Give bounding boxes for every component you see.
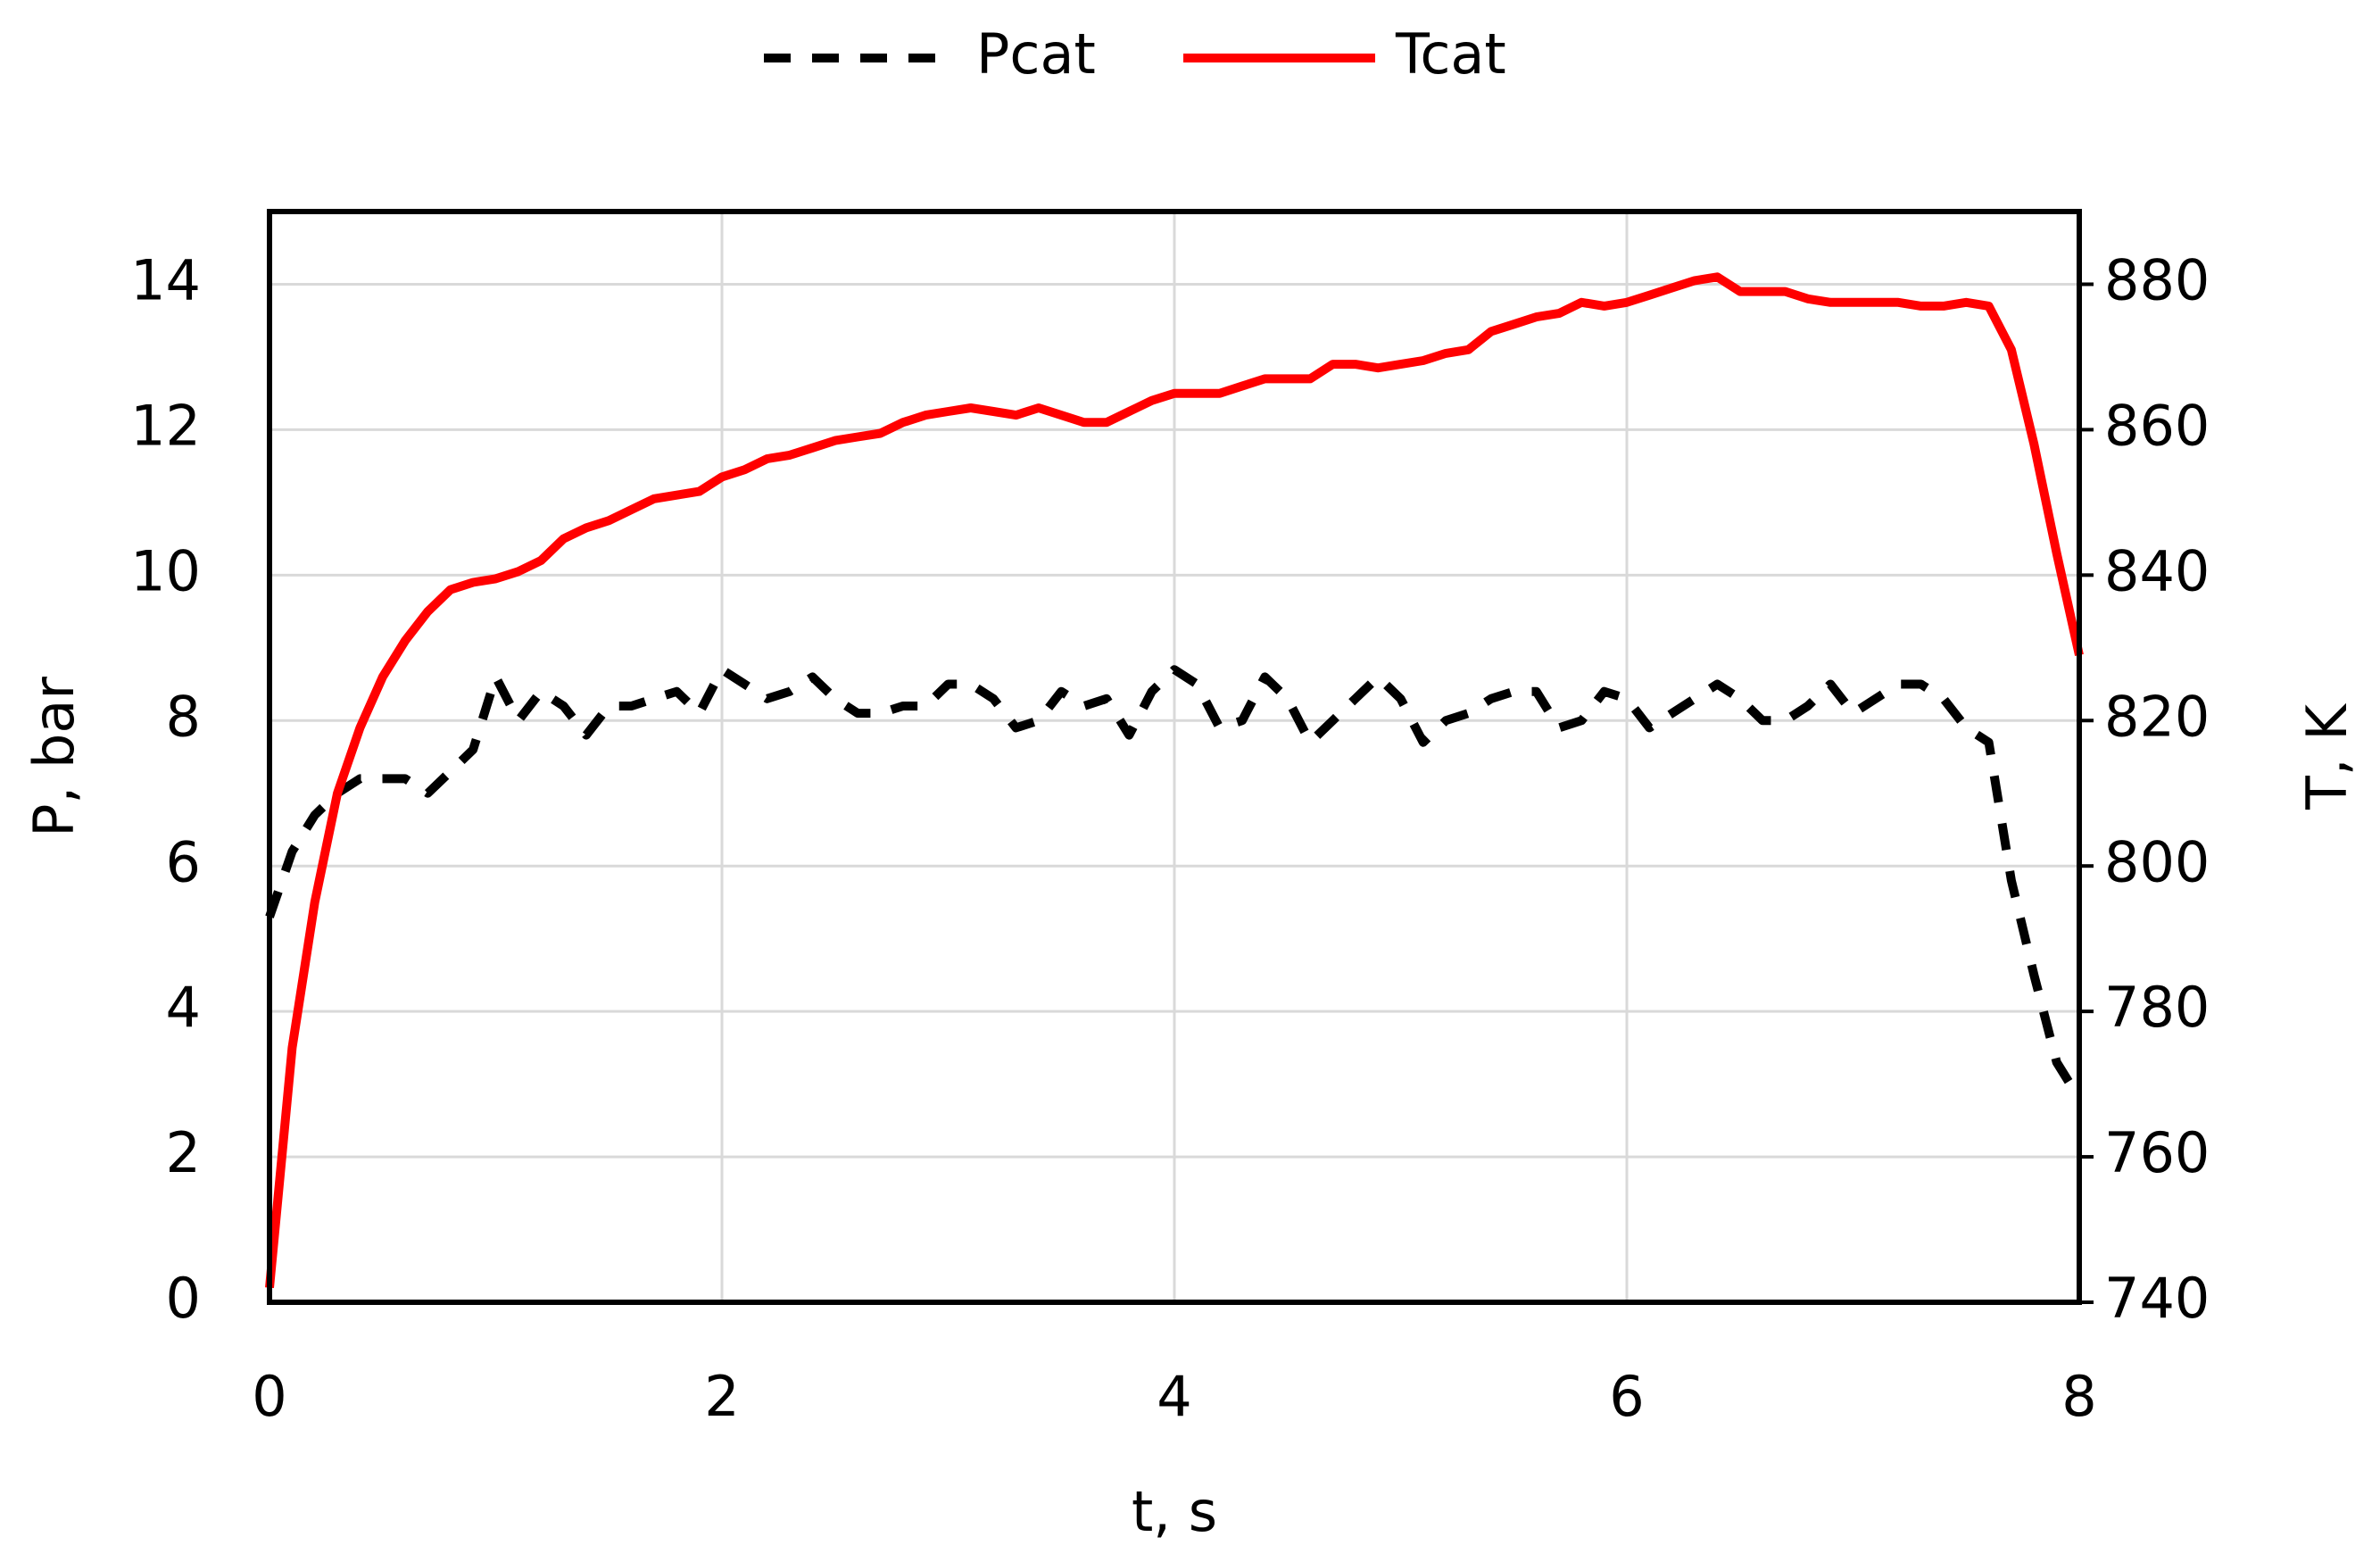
y-tick-label: 6 xyxy=(166,829,201,894)
x-tick-label: 8 xyxy=(2061,1364,2096,1429)
x-axis-label: t, s xyxy=(1132,1479,1217,1544)
y2-axis-label: T, K xyxy=(2294,703,2359,810)
y2-tick-label: 740 xyxy=(2104,1266,2210,1331)
x-tick-label: 6 xyxy=(1609,1364,1644,1429)
y2-tick-label: 820 xyxy=(2104,684,2210,749)
x-tick-label: 4 xyxy=(1157,1364,1191,1429)
data-line xyxy=(265,272,2084,1289)
y2-tick-label: 760 xyxy=(2104,1120,2210,1185)
y-tick-label: 8 xyxy=(166,684,201,749)
y-tick-label: 10 xyxy=(130,538,201,603)
y2-tick-label: 780 xyxy=(2104,975,2210,1040)
y-axis-label: P, bar xyxy=(21,677,87,837)
y2-tick-label: 800 xyxy=(2104,829,2210,894)
y2-tick-label: 880 xyxy=(2104,248,2210,313)
data-line xyxy=(265,665,2084,1101)
y2-tick-label: 840 xyxy=(2104,538,2210,603)
y-tick-label: 0 xyxy=(166,1266,201,1331)
y-tick-label: 4 xyxy=(166,975,201,1040)
x-tick-label: 0 xyxy=(252,1364,286,1429)
x-tick-label: 2 xyxy=(704,1364,739,1429)
plot-frame xyxy=(267,209,2082,1305)
y-tick-label: 14 xyxy=(130,248,201,313)
legend-label: Tcat xyxy=(1395,21,1506,87)
y-tick-label: 12 xyxy=(130,393,201,458)
legend-label: Pcat xyxy=(976,21,1096,87)
y2-tick-label: 860 xyxy=(2104,393,2210,458)
y-tick-label: 2 xyxy=(166,1120,201,1185)
